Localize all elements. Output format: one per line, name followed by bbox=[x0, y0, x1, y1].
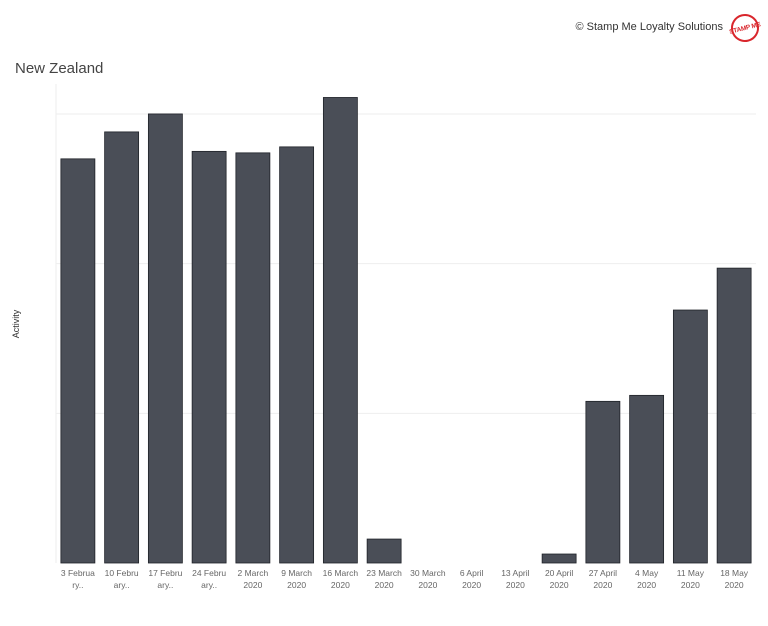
bar-16[interactable] bbox=[716, 267, 752, 564]
bar-15[interactable] bbox=[672, 309, 708, 564]
x-tick-label-10: 6 April 2020 bbox=[460, 568, 484, 590]
x-tick-label-4: 24 Febru ary.. bbox=[192, 568, 226, 590]
x-tick-labels: 3 Februa ry.. 10 Febru ary.. 17 Febru ary.. 24… bbox=[61, 568, 749, 590]
x-tick-label-14: 4 May 2020 bbox=[635, 568, 659, 590]
chart-title: New Zealand bbox=[15, 60, 104, 77]
x-tick-label-3: 17 Febru ary.. bbox=[148, 568, 182, 590]
x-tick-label-12: 20 April 2020 bbox=[545, 568, 573, 590]
bar-7[interactable] bbox=[322, 97, 358, 564]
copyright-text: © Stamp Me Loyalty Solutions bbox=[575, 21, 723, 33]
bar-13[interactable] bbox=[585, 400, 621, 564]
x-tick-label-15: 11 May 2020 bbox=[677, 568, 705, 590]
x-tick-label-11: 13 April 2020 bbox=[501, 568, 529, 590]
x-tick-label-6: 9 March 2020 bbox=[281, 568, 312, 590]
bar-2[interactable] bbox=[104, 131, 140, 564]
x-tick-label-16: 18 May 2020 bbox=[720, 568, 749, 590]
x-tick-label-5: 2 March 2020 bbox=[238, 568, 269, 590]
x-tick-label-1: 3 Februa ry.. bbox=[61, 568, 95, 590]
bar-4[interactable] bbox=[191, 150, 227, 564]
x-tick-label-2: 10 Febru ary.. bbox=[105, 568, 139, 590]
bars bbox=[60, 97, 752, 564]
bar-12[interactable] bbox=[541, 553, 577, 564]
bar-5[interactable] bbox=[235, 152, 271, 564]
bar-14[interactable] bbox=[629, 394, 665, 564]
x-tick-label-8: 23 March 2020 bbox=[366, 568, 402, 590]
x-tick-label-7: 16 March 2020 bbox=[323, 568, 359, 590]
bar-1[interactable] bbox=[60, 158, 96, 564]
bar-6[interactable] bbox=[279, 146, 315, 564]
x-tick-label-9: 30 March 2020 bbox=[410, 568, 446, 590]
bar-3[interactable] bbox=[147, 113, 183, 564]
x-tick-label-13: 27 April 2020 bbox=[589, 568, 617, 590]
bar-8[interactable] bbox=[366, 538, 402, 564]
